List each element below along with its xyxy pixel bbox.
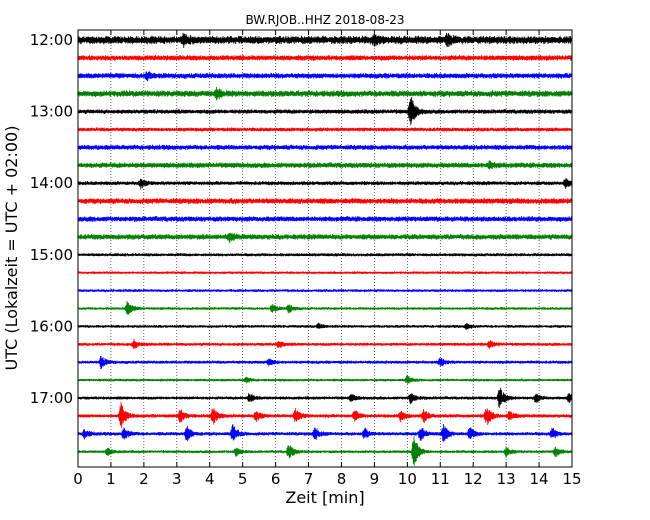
plot-frame — [77, 29, 573, 468]
x-axis-ticks: 0 1 2 3 4 5 6 7 8 9 10 11 12 13 14 15 — [73, 30, 582, 488]
trace-1600 — [77, 322, 573, 330]
trace-1545 — [77, 300, 573, 315]
trace-1400 — [77, 177, 573, 190]
trace-1630 — [77, 355, 573, 370]
trace-1245 — [77, 87, 573, 101]
trace-1300 — [77, 97, 573, 126]
traces — [77, 32, 573, 466]
trace-1715 — [77, 401, 573, 429]
x-tick-label-11: 11 — [431, 470, 450, 488]
chart-title: BW.RJOB..HHZ 2018-08-23 — [245, 13, 404, 27]
x-tick-label-9: 9 — [370, 470, 380, 488]
x-tick-label-1: 1 — [106, 470, 116, 488]
x-tick-label-6: 6 — [271, 470, 281, 488]
x-tick-label-5: 5 — [238, 470, 248, 488]
x-tick-label-12: 12 — [464, 470, 483, 488]
trace-1500 — [77, 252, 573, 257]
trace-1200 — [77, 32, 573, 48]
x-tick-label-15: 15 — [562, 470, 581, 488]
gridlines — [110, 30, 540, 467]
y-tick-label-1600: 16:00 — [30, 317, 73, 335]
trace-1445 — [77, 232, 573, 244]
x-tick-label-2: 2 — [139, 470, 149, 488]
x-tick-label-13: 13 — [497, 470, 516, 488]
x-tick-label-3: 3 — [172, 470, 182, 488]
x-axis-label: Zeit [min] — [285, 488, 364, 507]
x-tick-label-7: 7 — [304, 470, 314, 488]
trace-1345 — [77, 160, 573, 170]
y-tick-label-1300: 13:00 — [30, 103, 73, 121]
y-tick-label-1400: 14:00 — [30, 174, 73, 192]
trace-1515 — [77, 270, 573, 275]
x-tick-label-10: 10 — [398, 470, 417, 488]
trace-1230 — [77, 71, 573, 82]
y-tick-label-1500: 15:00 — [30, 246, 73, 264]
x-tick-label-4: 4 — [205, 470, 215, 488]
trace-1215 — [77, 54, 573, 61]
y-tick-label-1200: 12:00 — [30, 31, 73, 49]
x-tick-label-8: 8 — [337, 470, 347, 488]
y-axis-label: UTC (Lokalzeit = UTC + 02:00) — [2, 126, 21, 371]
trace-1315 — [77, 127, 573, 132]
trace-1615 — [77, 338, 573, 350]
trace-1530 — [77, 288, 573, 293]
trace-1330 — [77, 144, 573, 151]
trace-1700 — [77, 387, 573, 408]
trace-1430 — [77, 216, 573, 223]
trace-1730 — [77, 423, 573, 442]
y-tick-label-1700: 17:00 — [30, 389, 73, 407]
x-tick-label-14: 14 — [530, 470, 549, 488]
y-axis-ticks: 12:00 13:00 14:00 15:00 16:00 17:00 — [30, 31, 572, 407]
trace-1645 — [77, 374, 573, 384]
x-tick-label-0: 0 — [73, 470, 83, 488]
trace-1745 — [77, 435, 573, 466]
trace-1415 — [77, 197, 573, 205]
